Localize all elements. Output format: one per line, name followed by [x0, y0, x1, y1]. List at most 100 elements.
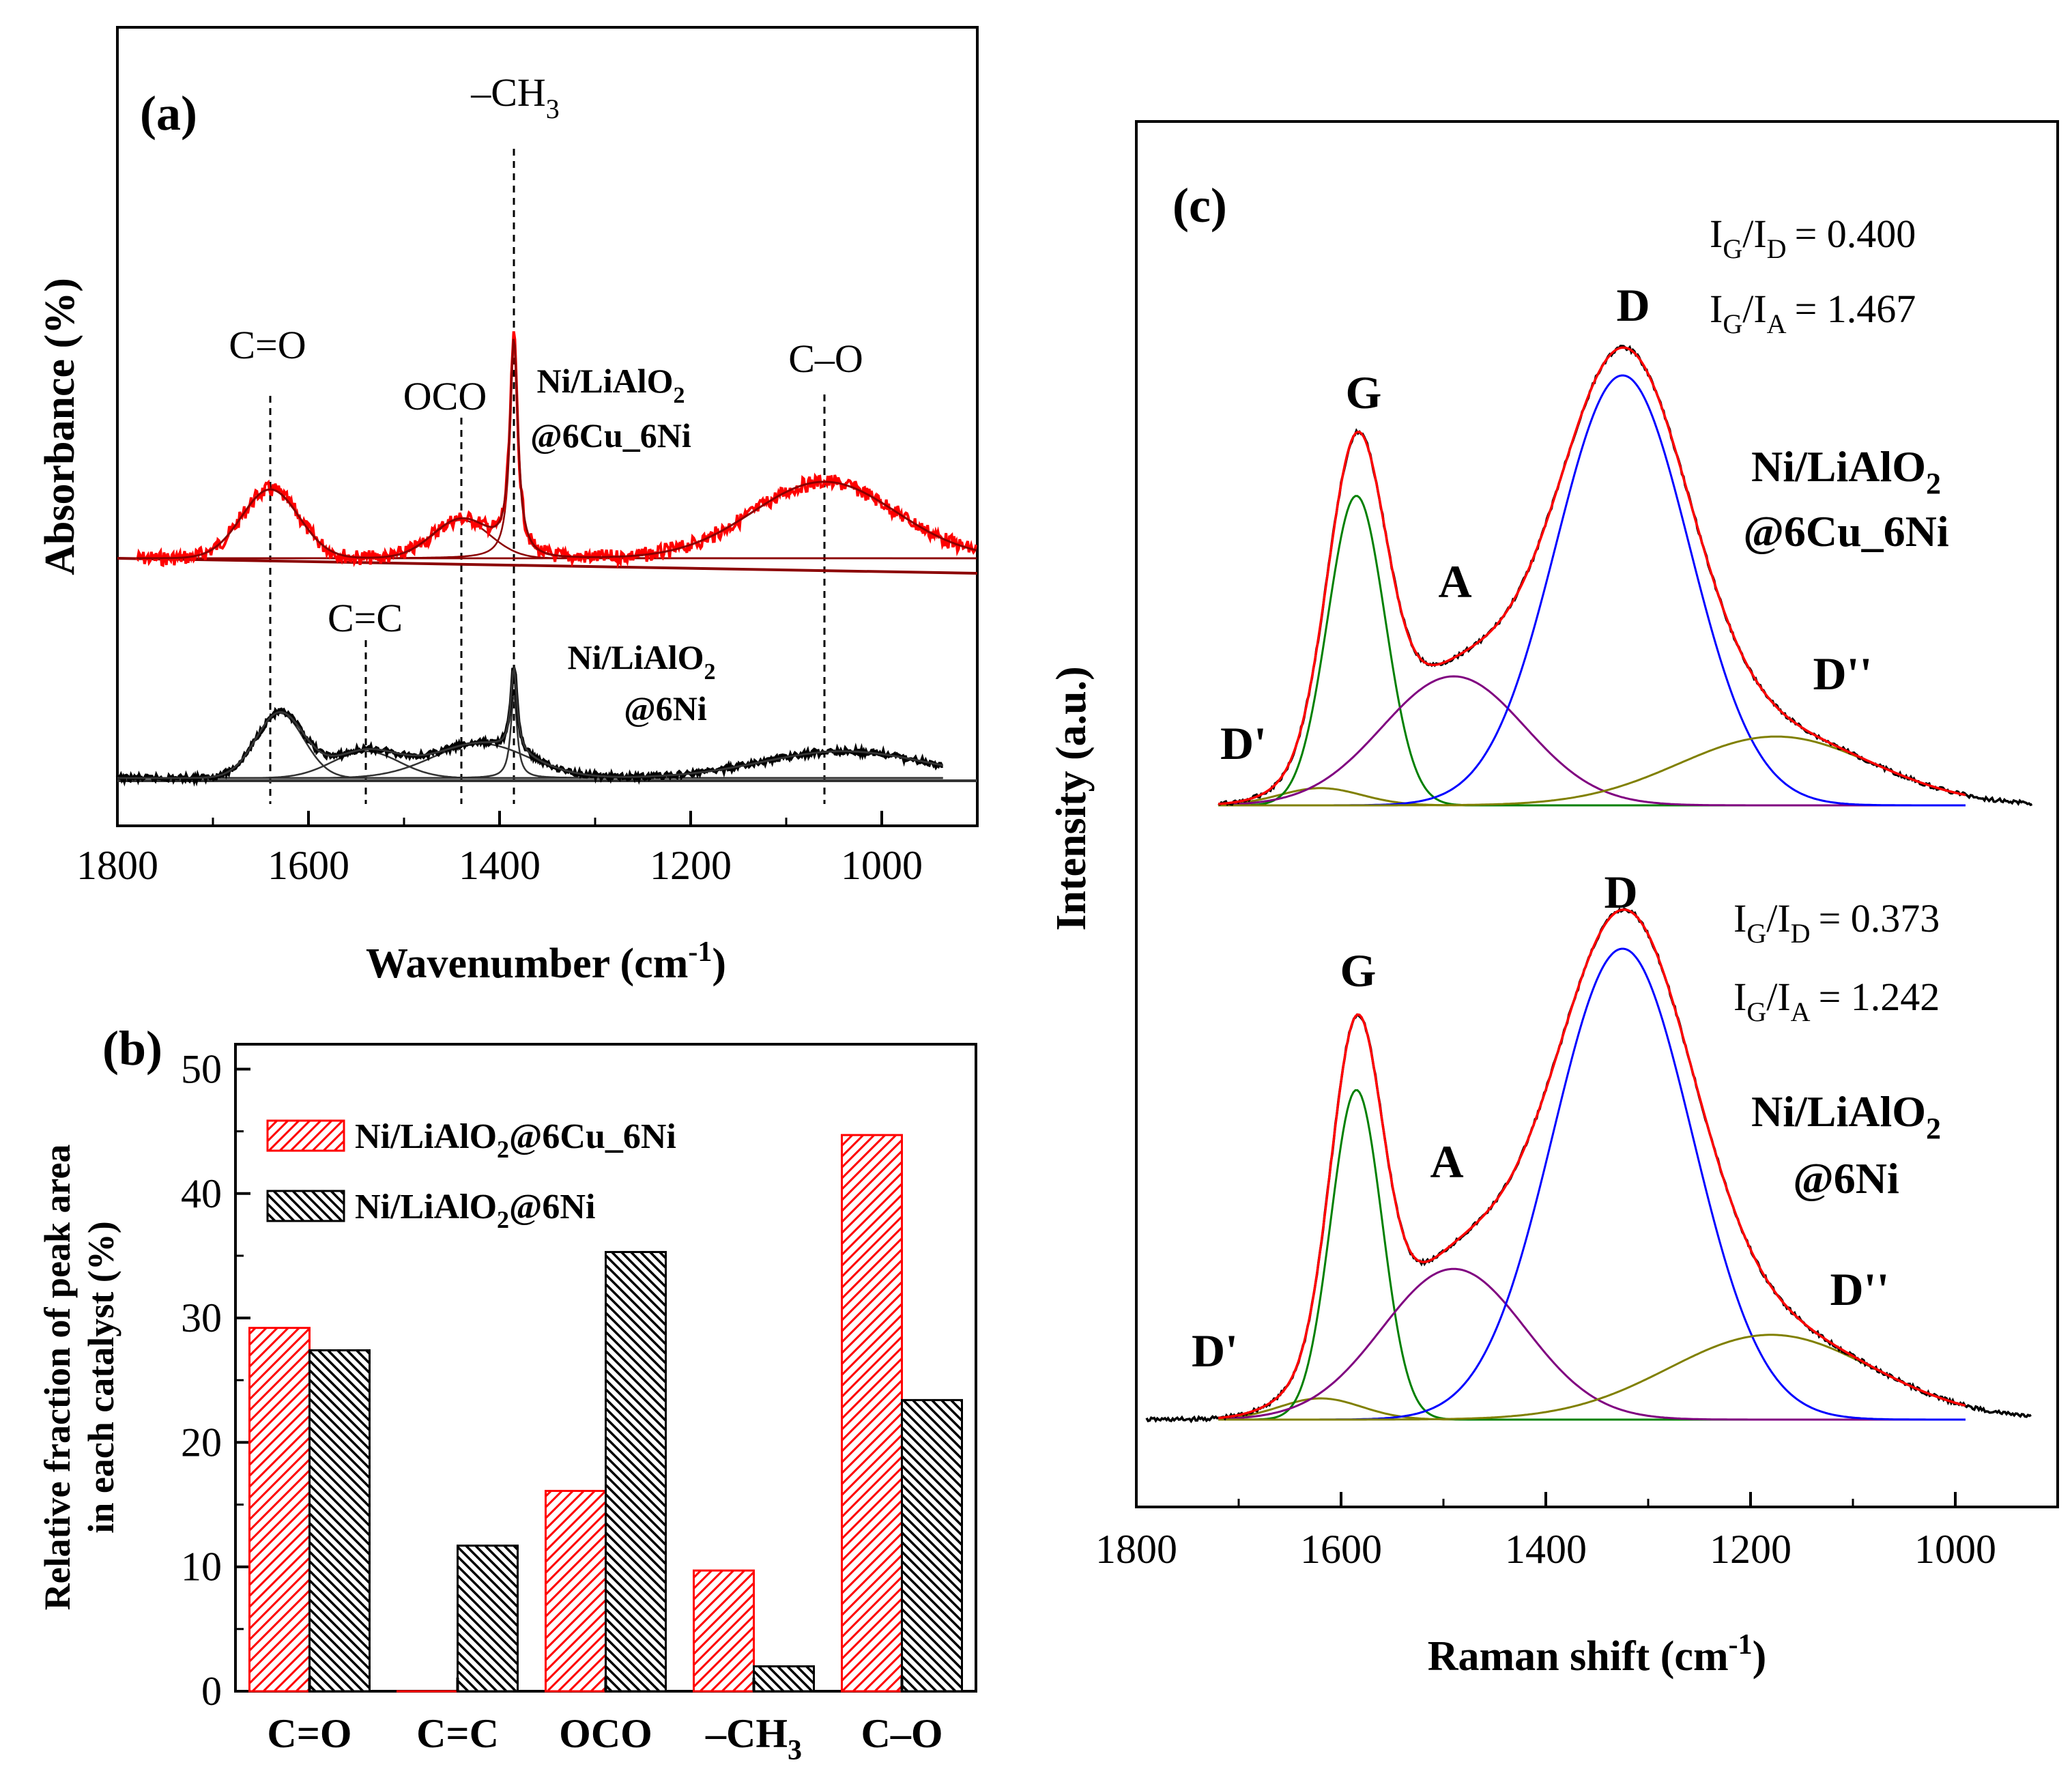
panel-a: (a) 1800 1600 1400 1200 1000 C=O OCO –CH3 C–… — [37, 26, 979, 987]
a-spectrum-1 — [115, 667, 944, 787]
c-band-0-4 — [1218, 735, 1966, 807]
panel-a-curves — [115, 331, 978, 787]
bar-Ni/LiAlO2@6Cu_6Ni-C-O — [841, 1134, 903, 1693]
panel-b-ylabel-line1: Relative fraction of peak area — [37, 1145, 78, 1611]
a-component-1-0 — [117, 712, 943, 779]
label-co-double: C=O — [229, 323, 306, 367]
c-tick-label: 1800 — [1095, 1527, 1177, 1572]
legend-swatch-6cu6ni — [266, 1119, 345, 1152]
c-tick-label: 1400 — [1505, 1527, 1587, 1572]
series-a2-name-line2: @6Ni — [624, 689, 707, 728]
c-fit-1 — [1218, 908, 1966, 1420]
label-oco: OCO — [403, 374, 487, 418]
c-tick-label: 1600 — [1300, 1527, 1382, 1572]
panel-a-frame — [116, 26, 979, 827]
c-band-0-0 — [1218, 787, 1966, 807]
label-c-o: C–O — [788, 336, 863, 381]
a-tick-label: 1000 — [841, 843, 923, 888]
c-bot-name: Ni/LiAlO2 — [1751, 1087, 1941, 1145]
panel-b: (b) 0 10 20 30 40 50 C=O C=C OCO –CH3 C–O Ni/LiAl… — [37, 1021, 977, 1766]
c-band-1-4 — [1218, 1334, 1966, 1421]
a-tick-label: 1800 — [76, 843, 158, 888]
c-bot-ig-id: IG/ID = 0.373 — [1733, 896, 1940, 949]
a-tick-label: 1600 — [268, 843, 349, 888]
a-tick-label: 1200 — [650, 843, 732, 888]
bar-Ni/LiAlO2@6Cu_6Ni-OCO — [545, 1489, 607, 1693]
c-top-g-label: G — [1346, 367, 1382, 418]
panel-b-bars — [248, 1134, 963, 1693]
series-a1-name: Ni/LiAlO2 — [536, 362, 685, 408]
c-top-name: Ni/LiAlO2 — [1751, 442, 1941, 500]
panel-a-label: (a) — [140, 86, 197, 141]
panel-c-frame — [1135, 120, 2059, 1508]
panel-b-category-labels: C=O C=C OCO –CH3 C–O — [267, 1678, 943, 1766]
bar-Ni/LiAlO2@6Ni-C-O — [901, 1398, 963, 1693]
panel-b-ylabel-line2: in each catalyst (%) — [81, 1221, 121, 1533]
c-band-0-3 — [1218, 374, 1966, 807]
bar-Ni/LiAlO2@6Ni-C=C — [457, 1544, 519, 1693]
panel-c-curves — [1145, 345, 2033, 1424]
c-bot-name-line2: @6Ni — [1793, 1154, 1899, 1203]
bar-Ni/LiAlO2@6Cu_6Ni-C=O — [248, 1327, 311, 1693]
legend-label-6cu6ni: Ni/LiAlO2@6Cu_6Ni — [355, 1117, 676, 1163]
series-a2-name: Ni/LiAlO2 — [567, 638, 715, 685]
b-tick-label: 0 — [201, 1669, 222, 1714]
c-top-ig-id: IG/ID = 0.400 — [1710, 212, 1916, 264]
c-band-1-1 — [1218, 1089, 1966, 1421]
b-tick-label: 50 — [181, 1046, 222, 1091]
c-top-dp-label: D' — [1220, 717, 1267, 769]
c-band-0-2 — [1218, 675, 1966, 807]
c-bot-d-label: D — [1604, 866, 1637, 918]
c-top-d2-label: D'' — [1813, 648, 1873, 700]
a-fit-1 — [117, 664, 943, 779]
legend-swatch-6ni — [266, 1190, 345, 1222]
b-tick-label: 10 — [181, 1544, 222, 1590]
a-fit-0 — [136, 339, 977, 560]
legend-label-6ni: Ni/LiAlO2@6Ni — [355, 1188, 595, 1233]
series-a1-name-line2: @6Cu_6Ni — [530, 416, 691, 455]
a-component-1-3 — [117, 695, 943, 779]
c-top-ig-ia: IG/IA = 1.467 — [1710, 287, 1916, 339]
panel-b-label: (b) — [102, 1021, 162, 1076]
a-tick-label: 1400 — [459, 843, 541, 888]
c-spectrum-0 — [1218, 345, 2033, 807]
panel-a-xlabel: Wavenumber (cm-1) — [366, 936, 726, 987]
c-band-1-2 — [1218, 1267, 1966, 1421]
panel-c-xlabel: Raman shift (cm-1) — [1428, 1629, 1767, 1680]
c-bot-a-label: A — [1430, 1136, 1463, 1188]
a-baseline-0 — [117, 557, 978, 575]
b-category-label: –CH3 — [705, 1711, 802, 1766]
c-bot-ig-ia: IG/IA = 1.242 — [1733, 975, 1940, 1027]
b-tick-label: 20 — [181, 1420, 222, 1465]
panel-a-ylabel: Absorbance (%) — [37, 278, 83, 575]
b-tick-label: 30 — [181, 1295, 222, 1340]
c-tick-label: 1200 — [1710, 1527, 1792, 1572]
bar-Ni/LiAlO2@6Ni--CH3 — [753, 1665, 815, 1693]
b-category-label: C=O — [267, 1711, 351, 1756]
c-bot-dp-label: D' — [1192, 1325, 1238, 1377]
bar-Ni/LiAlO2@6Ni-OCO — [605, 1250, 667, 1693]
c-top-name-line2: @6Cu_6Ni — [1743, 507, 1948, 556]
panel-c-ylabel: Intensity (a.u.) — [1048, 666, 1095, 931]
panel-c: (c) 1800 1600 1400 1200 1000 G A D D'' D' IG… — [1048, 120, 2059, 1680]
b-tick-label: 40 — [181, 1171, 222, 1216]
c-top-a-label: A — [1438, 556, 1471, 607]
bar-Ni/LiAlO2@6Cu_6Ni--CH3 — [693, 1569, 755, 1693]
panel-b-y-ticks: 0 10 20 30 40 50 — [181, 1046, 250, 1714]
panel-a-x-ticks: 1800 1600 1400 1200 1000 — [76, 811, 979, 888]
panel-c-label: (c) — [1172, 178, 1227, 233]
c-bot-d2-label: D'' — [1830, 1263, 1890, 1315]
c-tick-label: 1000 — [1914, 1527, 1996, 1572]
panel-c-x-ticks: 1800 1600 1400 1200 1000 — [1095, 1492, 2059, 1572]
c-fit-0 — [1218, 346, 1966, 805]
bar-Ni/LiAlO2@6Ni-C=O — [308, 1349, 371, 1693]
panel-a-reference-lines — [269, 149, 826, 804]
label-ch3: –CH3 — [470, 70, 560, 124]
c-top-d-label: D — [1616, 279, 1650, 331]
b-category-label: C–O — [861, 1711, 943, 1756]
b-category-label: OCO — [559, 1711, 652, 1756]
c-bot-g-label: G — [1340, 945, 1377, 996]
b-category-label: C=C — [416, 1711, 499, 1756]
label-cc: C=C — [328, 596, 403, 640]
